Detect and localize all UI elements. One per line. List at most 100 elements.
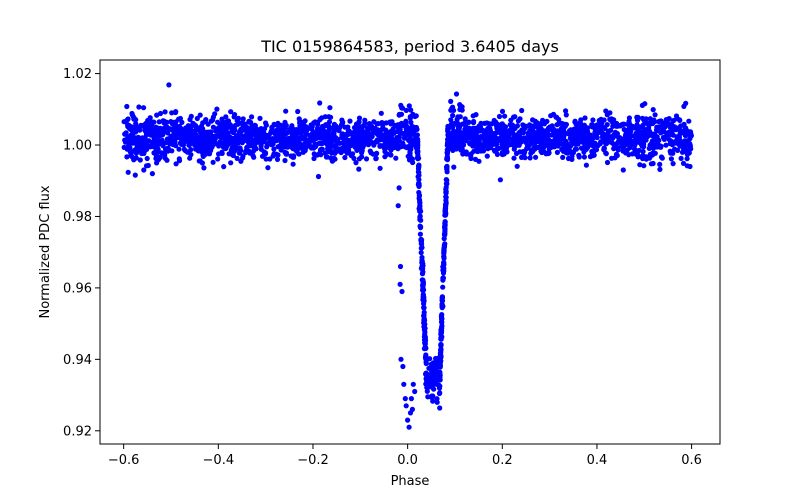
data-point	[439, 324, 445, 331]
data-point	[335, 139, 341, 145]
data-point	[262, 150, 269, 156]
data-point	[470, 120, 477, 126]
data-point	[445, 139, 451, 145]
data-point	[248, 119, 254, 126]
data-point	[601, 145, 607, 152]
data-point	[439, 294, 445, 301]
data-point	[314, 125, 321, 131]
data-point	[273, 138, 280, 144]
data-point	[478, 146, 484, 152]
data-point	[424, 385, 430, 391]
data-point	[683, 100, 689, 106]
data-point	[136, 104, 142, 110]
data-point	[442, 221, 448, 227]
data-point	[604, 122, 610, 128]
data-point	[492, 133, 498, 139]
data-point	[407, 115, 413, 121]
data-point	[223, 144, 229, 150]
data-point	[399, 105, 406, 111]
data-point	[154, 112, 160, 118]
data-point	[525, 130, 531, 136]
data-point	[417, 217, 423, 223]
data-point	[614, 123, 620, 129]
data-point	[423, 359, 429, 365]
data-point	[497, 177, 503, 183]
outlier-point	[402, 396, 408, 402]
data-point	[533, 154, 539, 160]
data-point	[613, 133, 619, 139]
data-point	[217, 134, 223, 140]
data-point	[175, 127, 181, 134]
data-point	[423, 371, 430, 377]
data-point	[394, 124, 400, 130]
axes: −0.6 −0.4 −0.2 0.0 0.2 0.4 0.6 0.92 0.94 0.96 0.98…	[63, 59, 721, 468]
data-point	[282, 125, 288, 131]
data-point	[177, 140, 183, 146]
data-point	[275, 121, 281, 127]
data-point	[667, 141, 673, 147]
data-point	[443, 177, 449, 183]
data-point	[129, 112, 135, 118]
data-point	[628, 137, 634, 143]
data-point	[643, 119, 649, 125]
data-point	[165, 145, 171, 151]
data-point	[523, 139, 529, 145]
data-point	[131, 157, 137, 163]
data-point	[560, 154, 566, 160]
data-point	[688, 133, 694, 139]
data-point	[608, 116, 615, 122]
data-point	[164, 136, 170, 142]
data-point	[353, 160, 359, 166]
data-point	[201, 145, 207, 152]
data-point	[141, 167, 147, 173]
data-point	[538, 126, 545, 132]
data-point	[456, 144, 462, 150]
data-point	[169, 126, 175, 133]
data-point	[635, 114, 641, 120]
data-point	[129, 131, 135, 138]
data-point	[445, 128, 451, 134]
data-point	[359, 150, 365, 156]
data-point	[556, 133, 562, 139]
data-point	[440, 284, 446, 290]
data-point	[143, 163, 150, 169]
data-point	[332, 143, 338, 149]
data-point	[463, 124, 469, 130]
data-point	[270, 153, 276, 159]
data-point	[351, 155, 357, 161]
data-point	[359, 154, 365, 160]
data-point	[591, 152, 597, 158]
data-point	[581, 154, 588, 160]
data-point	[448, 107, 454, 113]
data-point	[398, 121, 404, 127]
data-point	[436, 390, 443, 397]
data-point	[443, 188, 449, 194]
data-point	[152, 132, 158, 138]
data-point	[611, 146, 617, 152]
data-point	[418, 245, 424, 251]
data-point	[371, 142, 377, 148]
data-point	[484, 134, 490, 140]
data-point	[396, 138, 403, 144]
data-point	[596, 117, 602, 124]
data-point	[173, 135, 179, 141]
data-point	[670, 161, 676, 167]
data-point	[256, 130, 263, 136]
data-point	[291, 140, 297, 146]
data-point	[143, 132, 149, 138]
data-point	[240, 123, 246, 129]
data-point	[345, 143, 351, 149]
data-point	[318, 152, 324, 158]
data-point	[459, 138, 465, 145]
data-point	[575, 141, 581, 147]
data-point	[632, 147, 638, 153]
outlier-point	[397, 281, 403, 287]
data-points	[121, 82, 695, 430]
data-point	[369, 126, 375, 132]
data-point	[639, 129, 646, 135]
data-point	[223, 114, 229, 120]
data-point	[141, 105, 147, 111]
data-point	[683, 133, 689, 139]
data-point	[545, 150, 551, 156]
data-point	[236, 134, 242, 140]
